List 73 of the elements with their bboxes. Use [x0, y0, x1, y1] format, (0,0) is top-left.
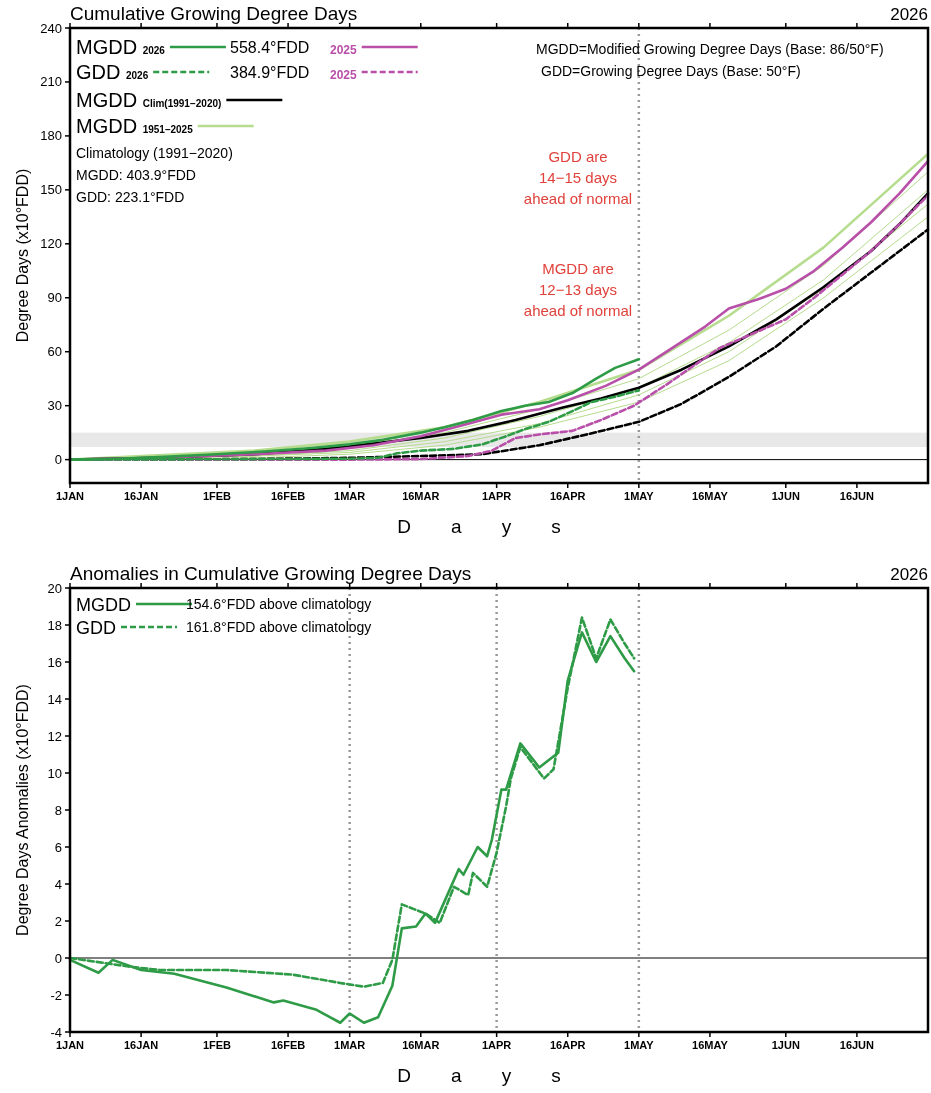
- y-axis-title: Degree Days (x10°FDD): [14, 168, 31, 343]
- x-tick-label: 1MAR: [334, 1039, 366, 1051]
- chart-title: Cumulative Growing Degree Days: [70, 3, 358, 24]
- x-tick-label: 1MAY: [624, 1039, 655, 1051]
- y-tick-label: 18: [47, 617, 62, 633]
- y-tick-label: 60: [47, 344, 62, 360]
- y-tick-label: 0: [54, 452, 62, 468]
- annotation: 161.8°FDD above climatology: [186, 619, 372, 635]
- y-tick-label: 90: [47, 290, 62, 306]
- y-tick-label: 210: [40, 74, 62, 90]
- x-tick-label: 1FEB: [202, 490, 232, 502]
- legend-label: MGDD: [76, 595, 131, 615]
- annotation: MGDD are 12−13 days ahead of normal: [523, 260, 633, 319]
- chart-subtitle: 2026: [890, 5, 928, 24]
- x-tick-label: 16JAN: [123, 490, 159, 502]
- legend-label: 2025: [330, 43, 358, 57]
- legend-label: MGDD Clim(1991−2020): [76, 89, 222, 111]
- annotation: 154.6°FDD above climatology: [186, 596, 372, 612]
- y-tick-label: -4: [50, 1024, 62, 1040]
- annotation: 384.9°FDD: [230, 64, 310, 81]
- y-tick-label: 180: [40, 128, 62, 144]
- x-tick-label: 1APR: [481, 1039, 512, 1051]
- x-tick-label: 1JAN: [55, 490, 85, 502]
- y-tick-label: 10: [47, 765, 62, 781]
- annotation: GDD: 223.1°FDD: [76, 189, 185, 205]
- y-tick-label: 150: [40, 182, 62, 198]
- chart-title: Anomalies in Cumulative Growing Degree Days: [70, 563, 472, 584]
- x-tick-label: 1FEB: [202, 1039, 232, 1051]
- y-tick-label: 6: [54, 839, 62, 855]
- annotation: MGDD: 403.9°FDD: [76, 167, 196, 183]
- y-tick-label: -2: [50, 987, 62, 1003]
- y-tick-label: 12: [47, 728, 62, 744]
- x-tick-label: 1JAN: [55, 1039, 85, 1051]
- y-tick-label: 16: [47, 654, 62, 670]
- legend-label: MGDD 2026: [76, 36, 166, 58]
- y-tick-label: 30: [47, 398, 62, 414]
- x-tick-label: 1APR: [481, 490, 512, 502]
- x-tick-label: 16MAR: [402, 490, 440, 502]
- chart-subtitle: 2026: [890, 565, 928, 584]
- legend-label: MGDD 1951–2025: [76, 115, 194, 137]
- x-tick-label: 1JUN: [771, 1039, 800, 1051]
- x-tick-label: 16FEB: [270, 1039, 306, 1051]
- annotation: GDD=Growing Degree Days (Base: 50°F): [541, 63, 801, 79]
- y-tick-label: 4: [54, 876, 62, 892]
- legend-label: GDD: [76, 618, 116, 638]
- x-axis-title: Days: [397, 1065, 601, 1086]
- x-tick-label: 1JUN: [771, 490, 800, 502]
- y-tick-label: 14: [47, 691, 62, 707]
- x-tick-label: 16APR: [550, 1039, 586, 1051]
- y-tick-label: 120: [40, 236, 62, 252]
- x-tick-label: 1MAR: [334, 490, 366, 502]
- x-tick-label: 16JAN: [123, 1039, 159, 1051]
- x-tick-label: 16MAY: [692, 1039, 729, 1051]
- annotation: GDD are 14−15 days ahead of normal: [523, 148, 633, 207]
- annotation: MGDD=Modified Growing Degree Days (Base: 86/50°F): [536, 41, 884, 57]
- y-tick-label: 20: [47, 580, 62, 596]
- y-tick-label: 8: [54, 802, 62, 818]
- annotation: Climatology (1991−2020): [76, 145, 233, 161]
- legend-label: GDD 2026: [76, 61, 149, 83]
- x-tick-label: 16MAY: [692, 490, 729, 502]
- x-tick-label: 16FEB: [270, 490, 306, 502]
- x-tick-label: 1MAY: [624, 490, 655, 502]
- legend-label: 2025: [330, 68, 358, 82]
- y-axis-title: Degree Days Anomalies (x10°FDD): [14, 684, 31, 936]
- y-tick-label: 0: [54, 950, 62, 966]
- x-axis-title: Days: [397, 516, 601, 537]
- x-tick-label: 16MAR: [402, 1039, 440, 1051]
- x-tick-label: 16APR: [550, 490, 586, 502]
- x-tick-label: 16JUN: [839, 1039, 875, 1051]
- x-tick-label: 16JUN: [839, 490, 875, 502]
- y-tick-label: 240: [40, 20, 62, 36]
- annotation: 558.4°FDD: [230, 39, 310, 56]
- y-tick-label: 2: [54, 913, 62, 929]
